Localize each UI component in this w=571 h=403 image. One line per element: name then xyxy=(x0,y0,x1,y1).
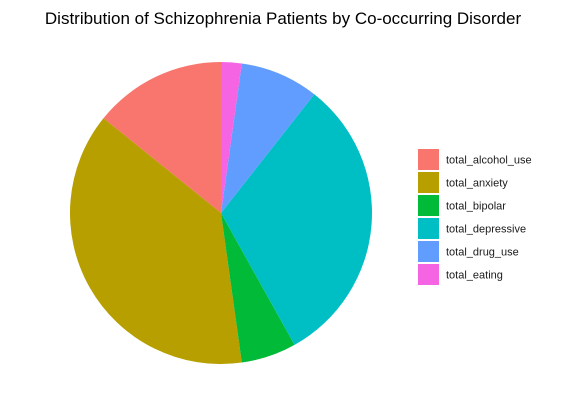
legend-label-total-bipolar: total_bipolar xyxy=(446,201,506,213)
legend-key-total-anxiety xyxy=(418,172,439,193)
chart-title: Distribution of Schizophrenia Patients b… xyxy=(45,9,522,28)
legend-key-total-depressive xyxy=(418,218,439,239)
legend-label-total-eating: total_eating xyxy=(446,270,503,282)
legend-label-total-anxiety: total_anxiety xyxy=(446,178,508,190)
legend-key-total-drug-use xyxy=(418,241,439,262)
pie-slice-total-bipolar xyxy=(221,213,295,363)
pie-slices xyxy=(69,62,372,365)
legend-key-total-eating xyxy=(418,264,439,285)
legend-key-total-bipolar xyxy=(418,195,439,216)
pie-slice-total-drug-use xyxy=(221,63,315,213)
legend-key-total-alcohol-use xyxy=(418,149,439,170)
pie-slice-total-eating xyxy=(221,62,242,213)
pie-slice-total-alcohol-use xyxy=(103,62,221,213)
pie-slice-total-depressive xyxy=(221,94,372,345)
legend: total_alcohol_use total_anxiety total_bipo… xyxy=(418,149,532,285)
legend-label-total-alcohol-use: total_alcohol_use xyxy=(446,155,532,167)
legend-label-total-depressive: total_depressive xyxy=(446,224,526,236)
pie-slice-total-anxiety xyxy=(69,118,242,365)
legend-label-total-drug-use: total_drug_use xyxy=(446,247,519,259)
